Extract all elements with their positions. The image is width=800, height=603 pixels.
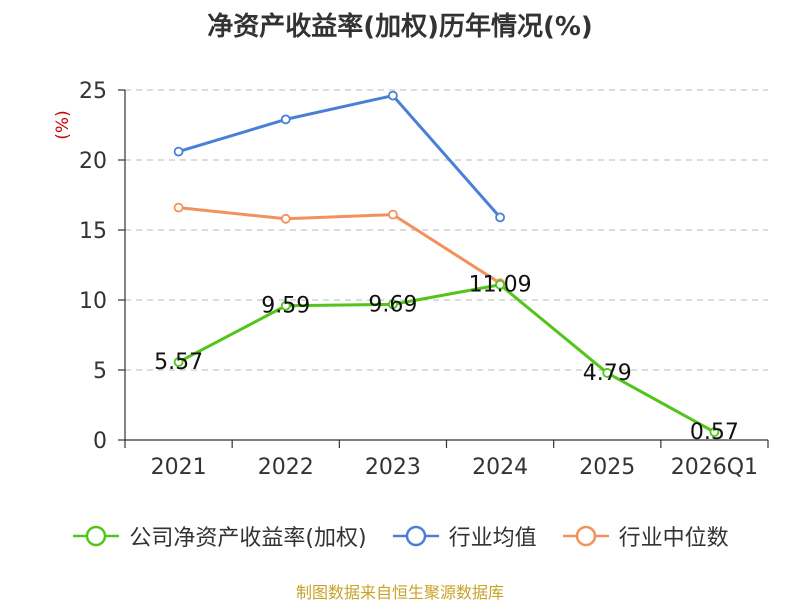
data-label: 0.57 <box>690 420 739 445</box>
legend-label: 公司净资产收益率(加权) <box>129 526 367 551</box>
data-point <box>388 90 398 101</box>
series-line <box>178 94 502 219</box>
y-tick-label: 25 <box>79 79 107 104</box>
legend: 公司净资产收益率(加权) 行业均值 行业中位数 <box>0 520 800 552</box>
chart-title: 净资产收益率(加权)历年情况(%) <box>207 12 593 42</box>
y-tick-label: 0 <box>93 429 107 454</box>
data-point <box>602 368 613 378</box>
data-point <box>173 357 184 367</box>
legend-marker-icon <box>73 525 120 547</box>
legend-item: 公司净资产收益率(加权) <box>71 520 367 552</box>
y-tick-label: 20 <box>79 149 107 174</box>
series-group <box>173 90 720 437</box>
data-point <box>388 299 398 310</box>
y-tick-label: 10 <box>79 289 107 314</box>
data-point <box>173 146 184 157</box>
x-tick-label: 2021 <box>151 455 207 480</box>
data-point <box>709 427 720 437</box>
source-note: 制图数据来自恒生聚源数据库 <box>295 583 504 602</box>
data-point <box>495 212 505 223</box>
x-tick-label: 2022 <box>258 455 314 480</box>
grid-lines <box>125 89 768 371</box>
x-tick-label: 2024 <box>472 455 528 480</box>
legend-label: 行业均值 <box>448 526 537 551</box>
series-line <box>178 206 501 285</box>
legend-marker-icon <box>392 525 439 547</box>
x-tick-label: 2023 <box>365 455 421 480</box>
data-point <box>388 209 398 220</box>
data-point <box>280 300 291 311</box>
legend-item: 行业均值 <box>391 520 537 552</box>
data-point <box>280 114 291 125</box>
data-point <box>173 202 184 213</box>
data-label: 9.69 <box>368 292 417 317</box>
y-tick-label: 5 <box>93 359 107 384</box>
legend-label: 行业中位数 <box>618 526 729 551</box>
legend-item: 行业中位数 <box>561 520 729 552</box>
y-tick-label: 15 <box>79 219 107 244</box>
x-tick-label: 2026Q1 <box>671 455 758 480</box>
data-label: 5.57 <box>154 350 203 375</box>
data-labels: 5.57 9.59 9.69 11.09 4.79 0.57 <box>154 273 739 445</box>
data-label: 9.59 <box>261 294 310 319</box>
x-tick-label: 2025 <box>579 455 635 480</box>
data-label: 4.79 <box>583 361 632 386</box>
series-line <box>177 283 716 434</box>
data-label: 11.09 <box>469 273 532 298</box>
legend-marker-icon <box>562 525 609 547</box>
data-point <box>280 213 291 224</box>
y-axis-label: (%) <box>53 110 73 139</box>
data-point <box>495 279 505 290</box>
